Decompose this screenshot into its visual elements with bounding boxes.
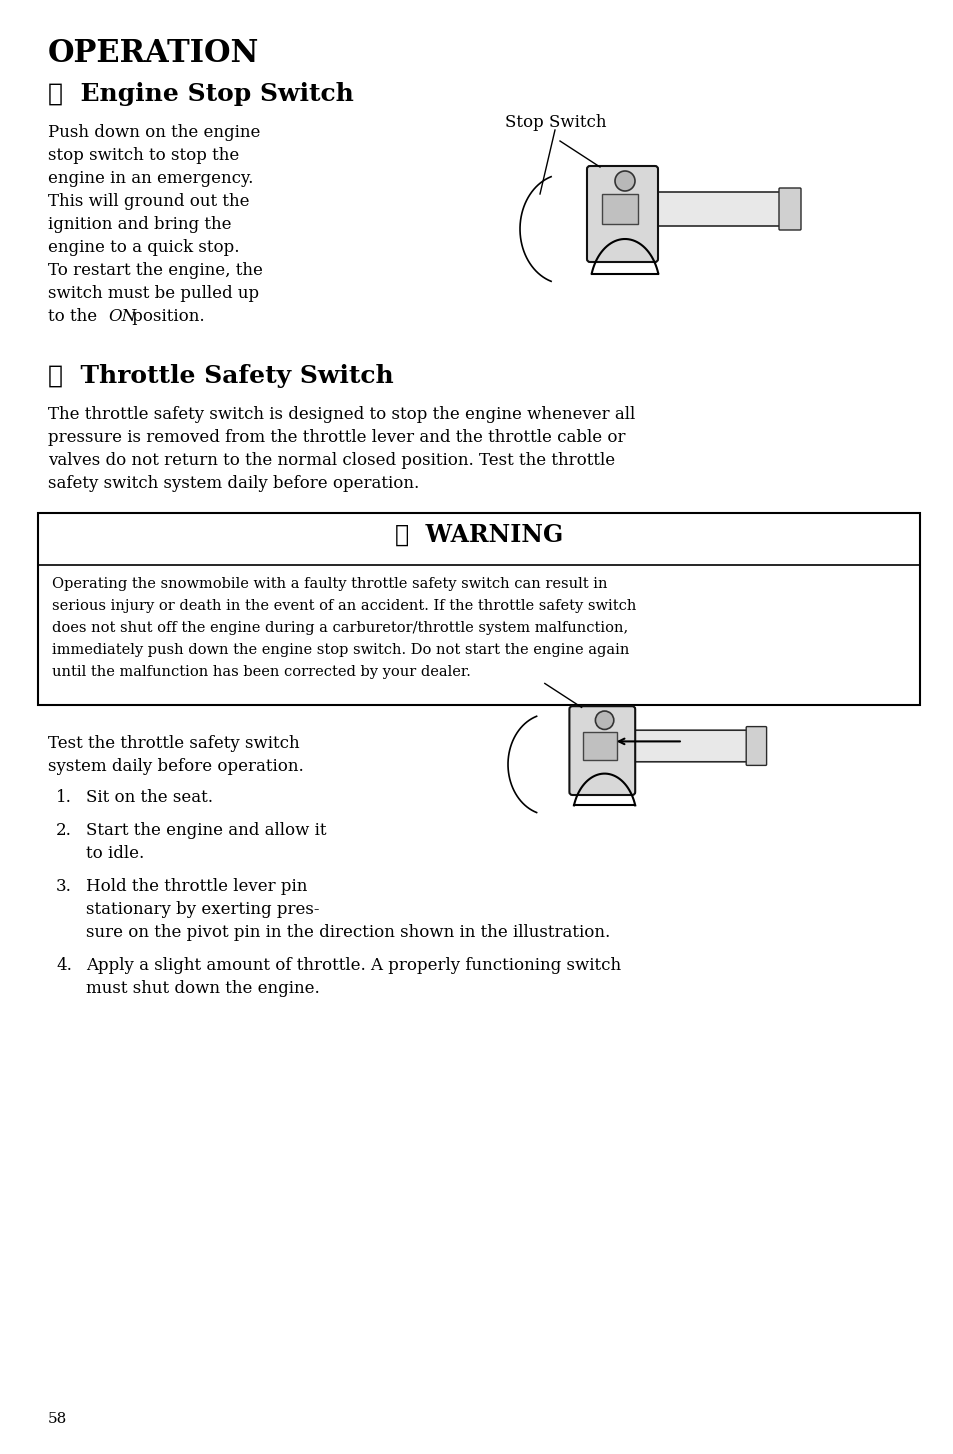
Text: Start the engine and allow it: Start the engine and allow it <box>86 822 326 839</box>
Text: ✓  Engine Stop Switch: ✓ Engine Stop Switch <box>48 81 354 106</box>
Text: valves do not return to the normal closed position. Test the throttle: valves do not return to the normal close… <box>48 452 615 470</box>
Text: Stop Switch: Stop Switch <box>504 113 606 131</box>
Text: The throttle safety switch is designed to stop the engine whenever all: The throttle safety switch is designed t… <box>48 406 635 423</box>
FancyBboxPatch shape <box>625 730 758 762</box>
FancyBboxPatch shape <box>745 727 766 765</box>
Text: OPERATION: OPERATION <box>48 38 259 68</box>
Text: ✓  Throttle Safety Switch: ✓ Throttle Safety Switch <box>48 364 394 388</box>
Text: This will ground out the: This will ground out the <box>48 193 250 209</box>
Text: until the malfunction has been corrected by your dealer.: until the malfunction has been corrected… <box>52 664 471 679</box>
Text: position.: position. <box>127 308 204 326</box>
Text: system daily before operation.: system daily before operation. <box>48 758 303 775</box>
Text: switch must be pulled up: switch must be pulled up <box>48 285 259 302</box>
Text: 1.: 1. <box>56 790 71 806</box>
Text: Push down on the engine: Push down on the engine <box>48 124 260 141</box>
Text: ⚠  WARNING: ⚠ WARNING <box>395 523 562 547</box>
Circle shape <box>615 172 635 190</box>
Text: 4.: 4. <box>56 957 71 974</box>
Text: does not shut off the engine during a carburetor/throttle system malfunction,: does not shut off the engine during a ca… <box>52 621 628 635</box>
Text: to idle.: to idle. <box>86 845 144 862</box>
FancyBboxPatch shape <box>586 166 658 262</box>
Text: Hold the throttle lever pin: Hold the throttle lever pin <box>86 878 307 896</box>
Text: must shut down the engine.: must shut down the engine. <box>86 980 319 997</box>
Text: stop switch to stop the: stop switch to stop the <box>48 147 239 164</box>
FancyBboxPatch shape <box>583 733 616 760</box>
Text: Sit on the seat.: Sit on the seat. <box>86 790 213 806</box>
FancyBboxPatch shape <box>601 193 638 224</box>
Text: Test the throttle safety switch: Test the throttle safety switch <box>48 736 299 752</box>
Text: Apply a slight amount of throttle. A properly functioning switch: Apply a slight amount of throttle. A pro… <box>86 957 620 974</box>
Text: pressure is removed from the throttle lever and the throttle cable or: pressure is removed from the throttle le… <box>48 429 625 446</box>
Text: 3.: 3. <box>56 878 71 896</box>
Text: sure on the pivot pin in the direction shown in the illustration.: sure on the pivot pin in the direction s… <box>86 923 610 941</box>
FancyBboxPatch shape <box>647 192 791 225</box>
Text: to the: to the <box>48 308 102 326</box>
Text: ignition and bring the: ignition and bring the <box>48 217 232 233</box>
Text: 2.: 2. <box>56 822 71 839</box>
Text: engine to a quick stop.: engine to a quick stop. <box>48 238 239 256</box>
FancyBboxPatch shape <box>569 707 635 795</box>
Text: Operating the snowmobile with a faulty throttle safety switch can result in: Operating the snowmobile with a faulty t… <box>52 577 607 590</box>
Text: stationary by exerting pres-: stationary by exerting pres- <box>86 901 319 917</box>
Circle shape <box>595 711 613 730</box>
Text: immediately push down the engine stop switch. Do not start the engine again: immediately push down the engine stop sw… <box>52 643 629 657</box>
Text: To restart the engine, the: To restart the engine, the <box>48 262 263 279</box>
Text: 58: 58 <box>48 1412 67 1426</box>
FancyBboxPatch shape <box>779 188 801 230</box>
Text: safety switch system daily before operation.: safety switch system daily before operat… <box>48 475 418 491</box>
Text: engine in an emergency.: engine in an emergency. <box>48 170 253 188</box>
Text: ON: ON <box>108 308 136 326</box>
Text: serious injury or death in the event of an accident. If the throttle safety swit: serious injury or death in the event of … <box>52 599 636 614</box>
Bar <box>38 513 919 705</box>
